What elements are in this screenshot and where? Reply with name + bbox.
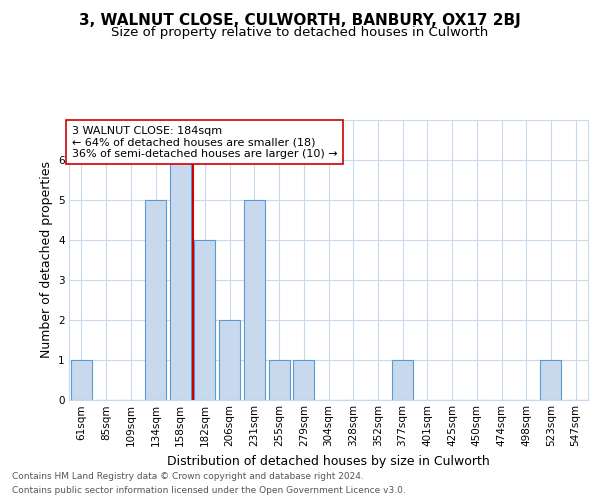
Y-axis label: Number of detached properties: Number of detached properties: [40, 162, 53, 358]
Bar: [244, 200, 265, 400]
Bar: [194, 240, 215, 400]
Bar: [71, 360, 92, 400]
Bar: [219, 320, 240, 400]
Bar: [541, 360, 562, 400]
Bar: [269, 360, 290, 400]
Bar: [170, 160, 191, 400]
Bar: [293, 360, 314, 400]
Text: 3 WALNUT CLOSE: 184sqm
← 64% of detached houses are smaller (18)
36% of semi-det: 3 WALNUT CLOSE: 184sqm ← 64% of detached…: [71, 126, 337, 159]
X-axis label: Distribution of detached houses by size in Culworth: Distribution of detached houses by size …: [167, 454, 490, 468]
Text: Size of property relative to detached houses in Culworth: Size of property relative to detached ho…: [112, 26, 488, 39]
Bar: [392, 360, 413, 400]
Bar: [145, 200, 166, 400]
Text: Contains public sector information licensed under the Open Government Licence v3: Contains public sector information licen…: [12, 486, 406, 495]
Text: 3, WALNUT CLOSE, CULWORTH, BANBURY, OX17 2BJ: 3, WALNUT CLOSE, CULWORTH, BANBURY, OX17…: [79, 12, 521, 28]
Text: Contains HM Land Registry data © Crown copyright and database right 2024.: Contains HM Land Registry data © Crown c…: [12, 472, 364, 481]
